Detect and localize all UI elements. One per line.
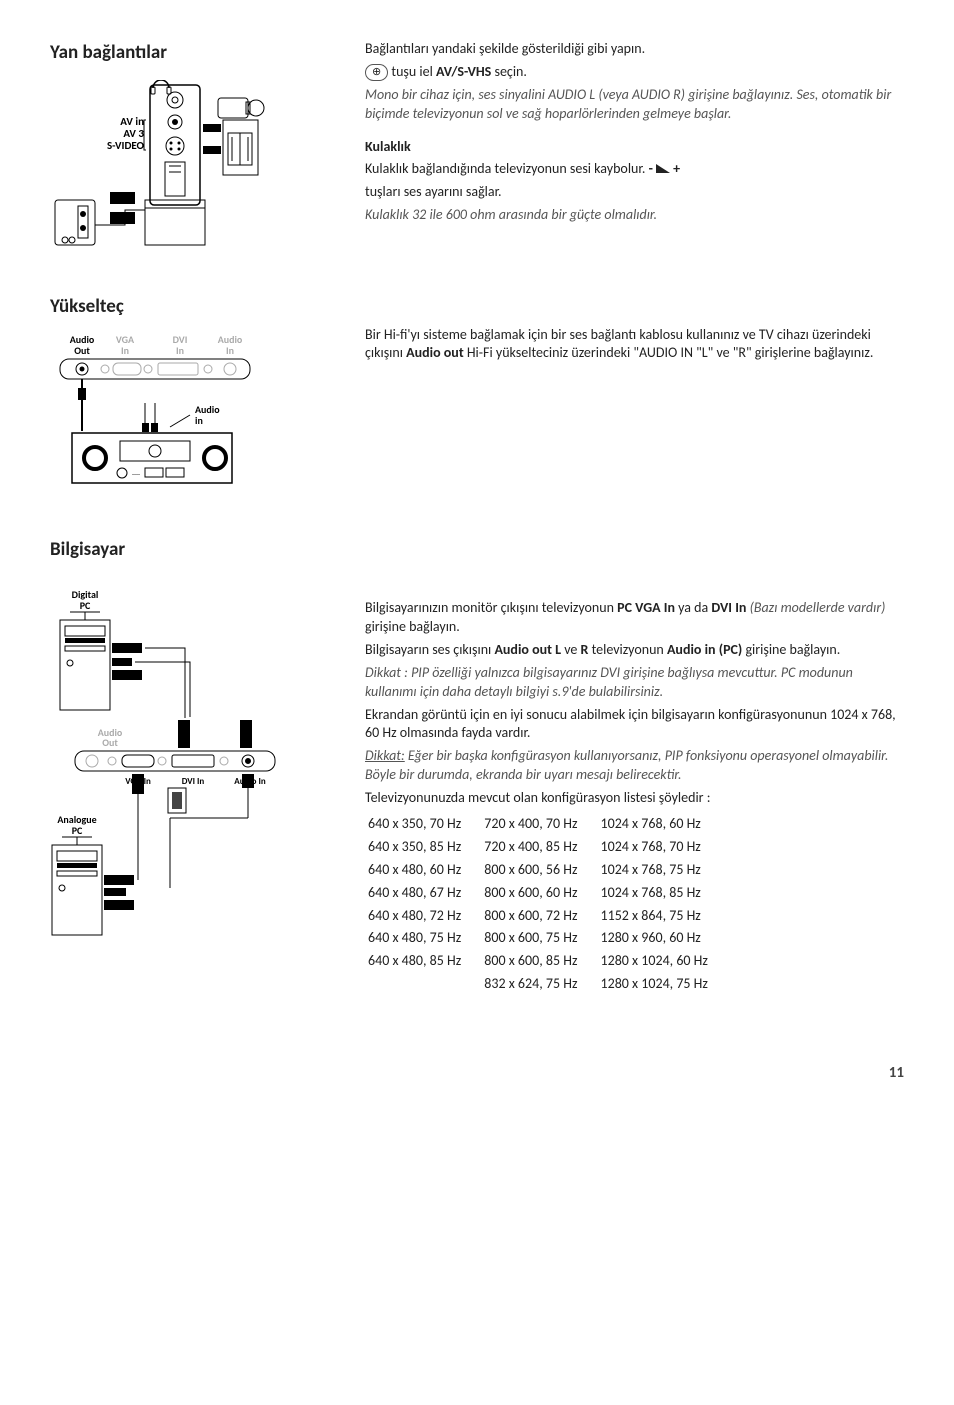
side-text-italic: Mono bir cihaz için, ses sinyalini AUDIO… — [365, 86, 904, 124]
diagram-computer: Digital PC Audio — [50, 588, 315, 954]
table-cell: 1280 x 960, 60 Hz — [600, 928, 728, 949]
svg-text:Out: Out — [74, 344, 90, 357]
headphone-line1: Kulaklık bağlandığında televizyonun sesi… — [365, 160, 904, 179]
table-cell: 1280 x 1024, 75 Hz — [600, 974, 728, 995]
amp-text: Bir Hi-fi'yı sisteme bağlamak için bir s… — [365, 326, 904, 364]
diagram-side-connections: AV in AV 3 S-VIDEO — [50, 80, 315, 256]
headphone-heading: Kulaklık — [365, 138, 904, 157]
table-cell — [367, 974, 481, 995]
volume-icon — [656, 164, 670, 173]
table-row: 640 x 480, 67 Hz800 x 600, 60 Hz1024 x 7… — [367, 883, 728, 904]
table-cell: 640 x 480, 75 Hz — [367, 928, 481, 949]
svg-text:Out: Out — [102, 736, 118, 749]
table-cell: 800 x 600, 75 Hz — [483, 928, 597, 949]
svg-text:in: in — [195, 414, 203, 427]
table-cell: 640 x 480, 60 Hz — [367, 860, 481, 881]
table-cell: 640 x 480, 85 Hz — [367, 951, 481, 972]
headphone-block: Kulaklık Kulaklık bağlandığında televizy… — [365, 138, 904, 226]
pc-config-listhead: Televizyonunuzda mevcut olan konfigürasy… — [365, 789, 904, 808]
section-side-connections: Yan bağlantılar AV in AV 3 S-VIDE — [50, 40, 904, 256]
pc-text-ital1: Dikkat : PIP özelliği yalnızca bilgisaya… — [365, 664, 904, 702]
left-column: Yan bağlantılar AV in AV 3 S-VIDE — [50, 40, 315, 256]
svg-text:....: .... — [132, 468, 140, 478]
table-cell: 832 x 624, 75 Hz — [483, 974, 597, 995]
headphone-italic: Kulaklık 32 ile 600 ohm arasında bir güç… — [365, 206, 904, 225]
svg-text:PC: PC — [72, 824, 83, 837]
table-cell: 640 x 480, 67 Hz — [367, 883, 481, 904]
svg-text:PC: PC — [80, 599, 91, 612]
svg-text:DVI In: DVI In — [182, 776, 205, 787]
table-cell: 1024 x 768, 85 Hz — [600, 883, 728, 904]
page: Yan bağlantılar AV in AV 3 S-VIDE — [50, 40, 904, 1083]
heading-side: Yan bağlantılar — [50, 40, 315, 66]
heading-amp: Yükselteç — [50, 294, 315, 320]
svg-text:In: In — [176, 344, 184, 357]
config-table: 640 x 350, 70 Hz720 x 400, 70 Hz1024 x 7… — [365, 812, 730, 997]
table-cell: 720 x 400, 85 Hz — [483, 837, 597, 858]
table-row: 640 x 480, 60 Hz800 x 600, 56 Hz1024 x 7… — [367, 860, 728, 881]
right-column: Bilgisayarınızın monitör çıkışını televi… — [365, 537, 904, 997]
table-row: 640 x 480, 72 Hz800 x 600, 72 Hz1152 x 8… — [367, 906, 728, 927]
pc-text-2: Bilgisayarın ses çıkışını Audio out L ve… — [365, 641, 904, 660]
table-cell: 640 x 480, 72 Hz — [367, 906, 481, 927]
side-text-2: ⊕ tuşu iel AV/S-VHS seçin. — [365, 63, 904, 82]
table-cell: 1024 x 768, 60 Hz — [600, 814, 728, 835]
pc-text-ital2: Dikkat: Eğer bir başka konfigürasyon kul… — [365, 747, 904, 785]
table-cell: 640 x 350, 70 Hz — [367, 814, 481, 835]
table-row: 640 x 480, 75 Hz800 x 600, 75 Hz1280 x 9… — [367, 928, 728, 949]
table-row: 640 x 480, 85 Hz800 x 600, 85 Hz1280 x 1… — [367, 951, 728, 972]
section-amplifier: Yükselteç Audio Out VGA In DVI In Audio … — [50, 294, 904, 500]
source-key-icon: ⊕ — [365, 64, 388, 81]
pc-text-3: Ekrandan görüntü için en iyi sonucu alab… — [365, 706, 904, 744]
table-cell: 800 x 600, 60 Hz — [483, 883, 597, 904]
section-computer: Bilgisayar Digital PC — [50, 537, 904, 997]
headphone-line2: tuşları ses ayarını sağlar. — [365, 183, 904, 202]
svg-text:S-VIDEO: S-VIDEO — [107, 139, 145, 152]
table-cell: 1280 x 1024, 60 Hz — [600, 951, 728, 972]
left-column: Yükselteç Audio Out VGA In DVI In Audio … — [50, 294, 315, 500]
page-number: 11 — [50, 1063, 904, 1083]
right-column: Bir Hi-fi'yı sisteme bağlamak için bir s… — [365, 294, 904, 500]
diagram-amplifier: Audio Out VGA In DVI In Audio In — [50, 333, 315, 499]
table-cell: 640 x 350, 85 Hz — [367, 837, 481, 858]
svg-text:In: In — [121, 344, 129, 357]
table-row: 832 x 624, 75 Hz1280 x 1024, 75 Hz — [367, 974, 728, 995]
table-cell: 720 x 400, 70 Hz — [483, 814, 597, 835]
table-cell: 1024 x 768, 75 Hz — [600, 860, 728, 881]
table-cell: 800 x 600, 56 Hz — [483, 860, 597, 881]
table-row: 640 x 350, 70 Hz720 x 400, 70 Hz1024 x 7… — [367, 814, 728, 835]
table-row: 640 x 350, 85 Hz720 x 400, 85 Hz1024 x 7… — [367, 837, 728, 858]
table-cell: 800 x 600, 85 Hz — [483, 951, 597, 972]
table-cell: 1024 x 768, 70 Hz — [600, 837, 728, 858]
pc-text-1: Bilgisayarınızın monitör çıkışını televi… — [365, 599, 904, 637]
table-cell: 800 x 600, 72 Hz — [483, 906, 597, 927]
heading-pc: Bilgisayar — [50, 537, 315, 563]
side-text-1: Bağlantıları yandaki şekilde gösterildiğ… — [365, 40, 904, 59]
right-column: Bağlantıları yandaki şekilde gösterildiğ… — [365, 40, 904, 256]
svg-text:In: In — [226, 344, 234, 357]
table-cell: 1152 x 864, 75 Hz — [600, 906, 728, 927]
left-column: Bilgisayar Digital PC — [50, 537, 315, 997]
